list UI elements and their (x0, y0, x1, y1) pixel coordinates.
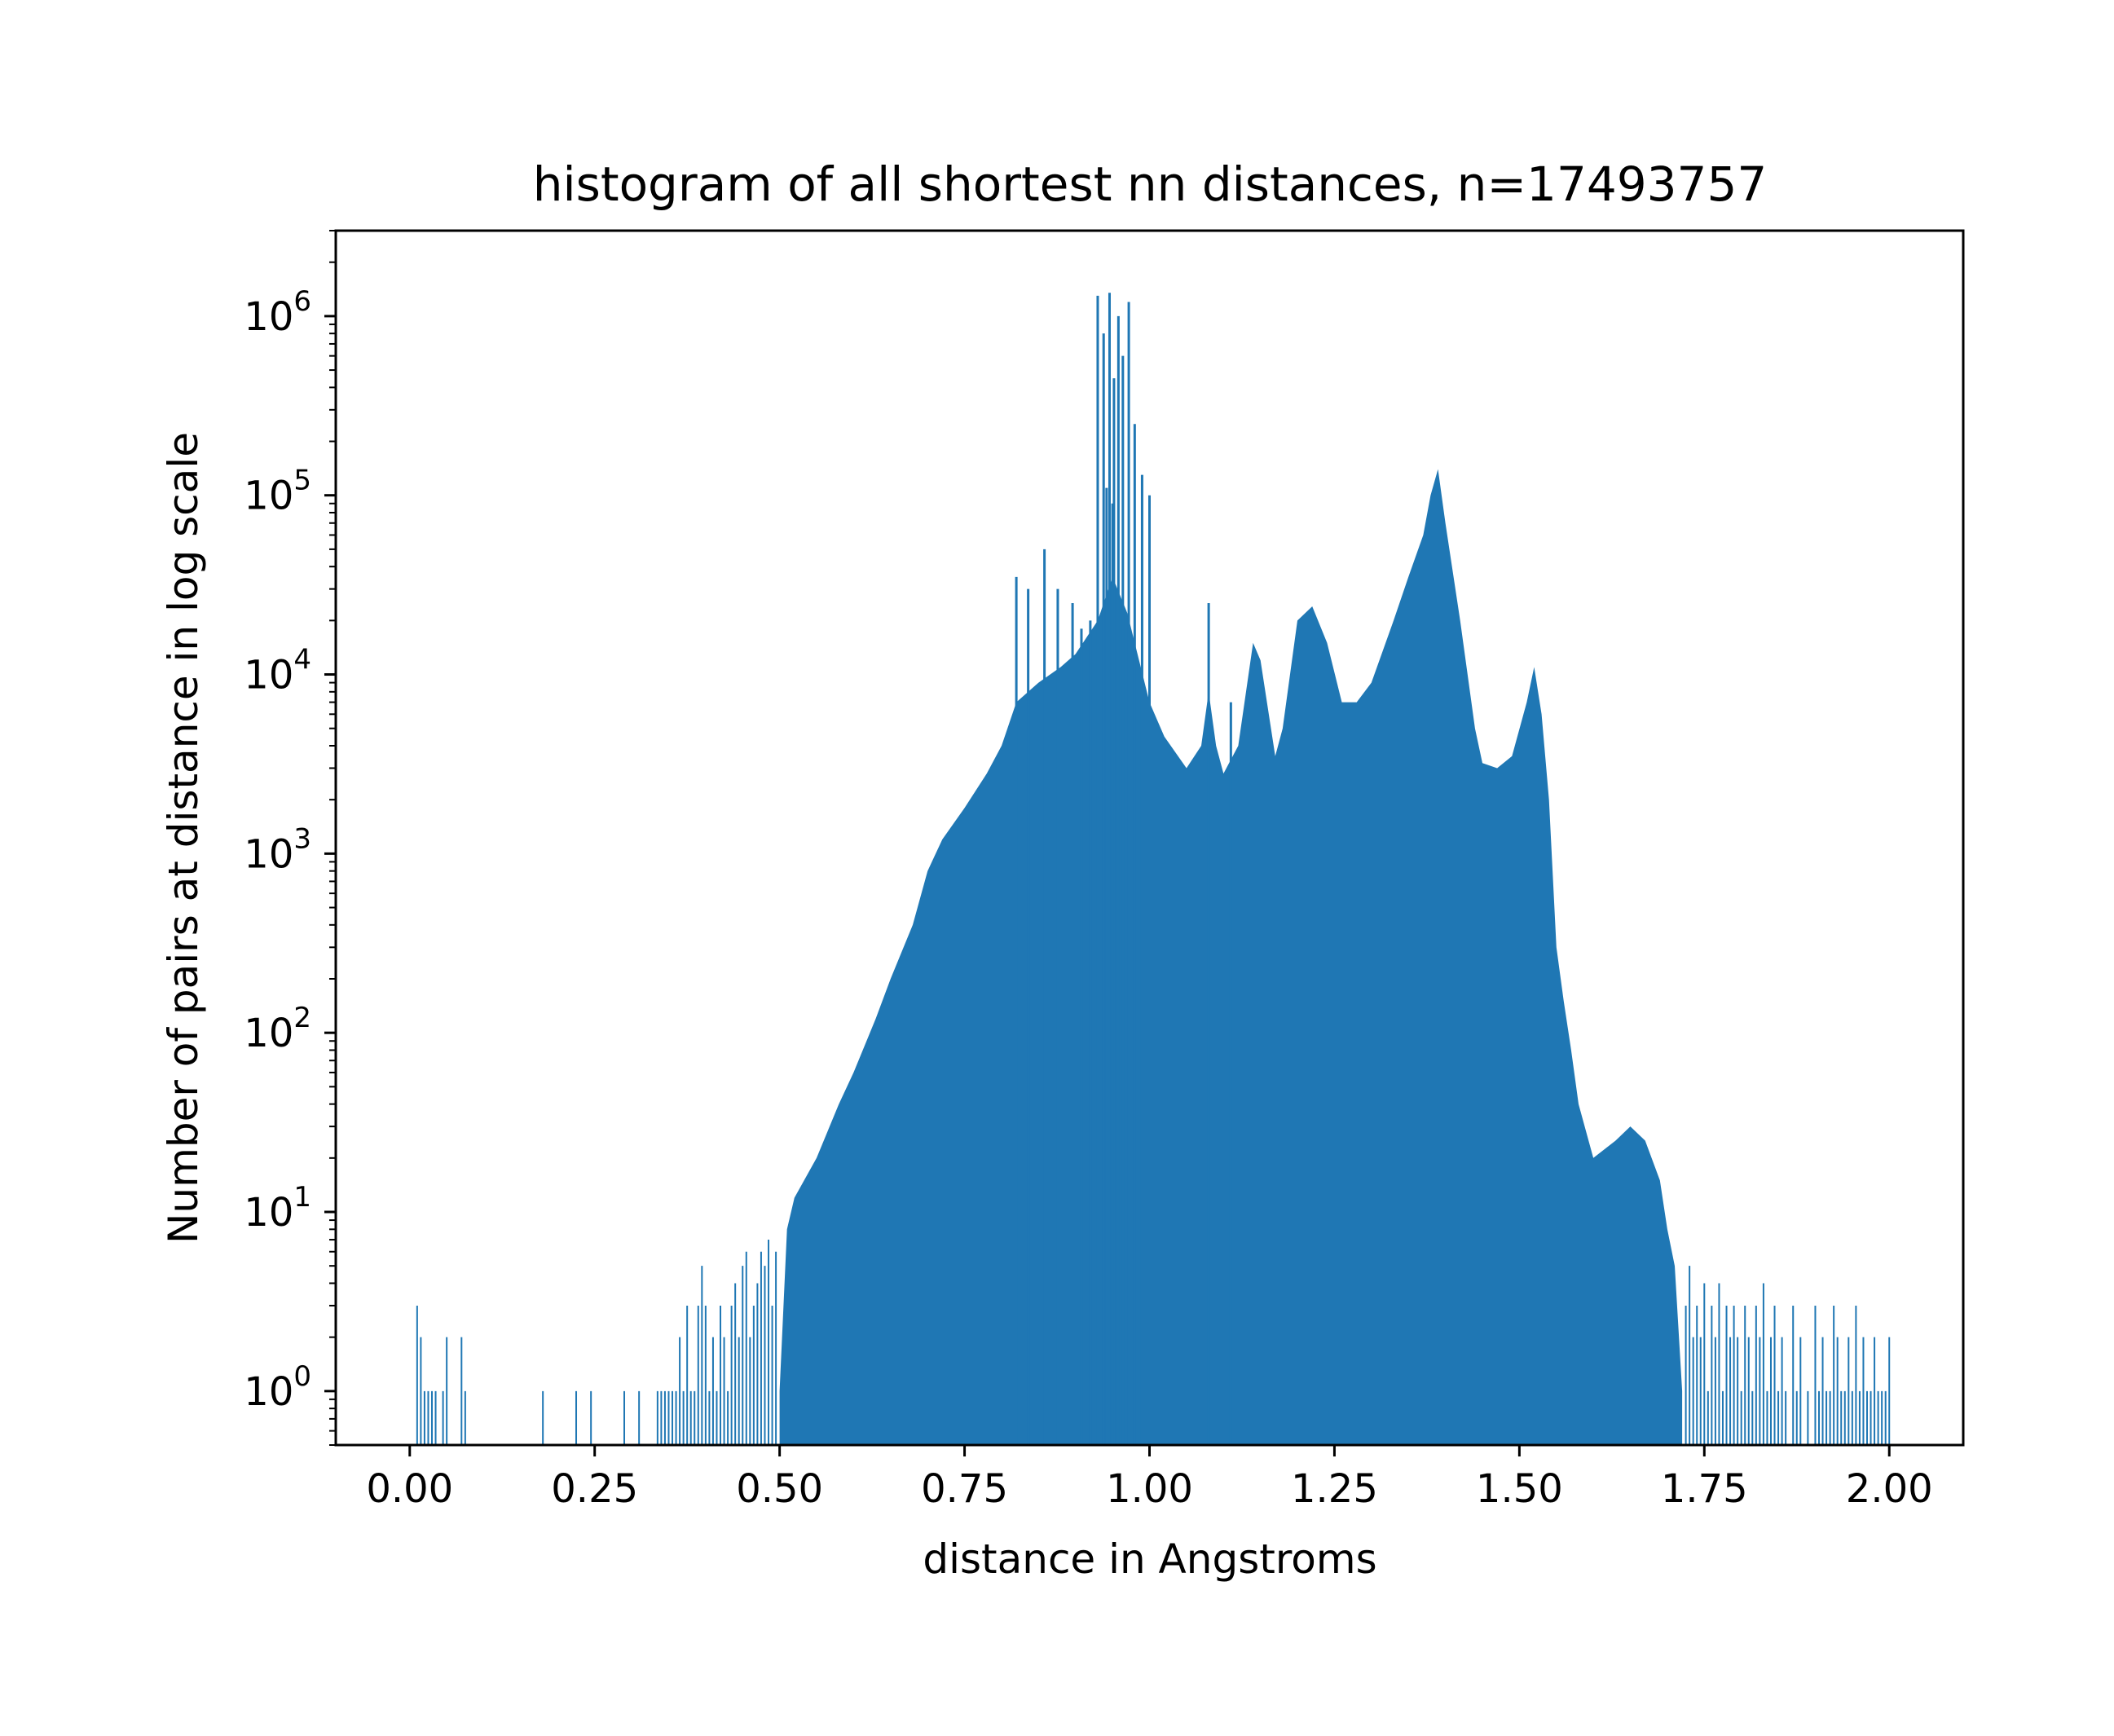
x-axis: 0.00 0.25 0.50 0.75 1.00 1.25 1.50 1.75 2.00 (366, 1445, 1933, 1512)
x-tick-label: 1.50 (1476, 1466, 1563, 1512)
x-tick-label: 1.00 (1106, 1466, 1193, 1512)
x-tick-label: 1.75 (1661, 1466, 1748, 1512)
y-tick-label: 101 (244, 1181, 311, 1236)
y-tick-label: 104 (244, 644, 311, 698)
histogram-bars (416, 293, 1891, 1445)
y-axis-label: Number of pairs at distance in log scale (160, 432, 207, 1244)
y-tick-label: 103 (244, 822, 311, 877)
x-tick-label: 2.00 (1846, 1466, 1933, 1512)
x-axis-label: distance in Angstroms (923, 1536, 1376, 1583)
x-tick-label: 0.00 (366, 1466, 453, 1512)
chart-title: histogram of all shortest nn distances, … (533, 156, 1768, 212)
x-tick-label: 0.50 (736, 1466, 823, 1512)
y-axis: 100 101 102 103 104 105 106 (244, 230, 336, 1446)
x-tick-label: 0.25 (551, 1466, 638, 1512)
y-tick-label: 106 (244, 285, 311, 340)
x-tick-label: 0.75 (921, 1466, 1008, 1512)
y-tick-label: 100 (244, 1360, 311, 1415)
y-tick-label: 102 (244, 1002, 311, 1056)
x-tick-label: 1.25 (1291, 1466, 1378, 1512)
y-tick-label: 105 (244, 465, 311, 519)
